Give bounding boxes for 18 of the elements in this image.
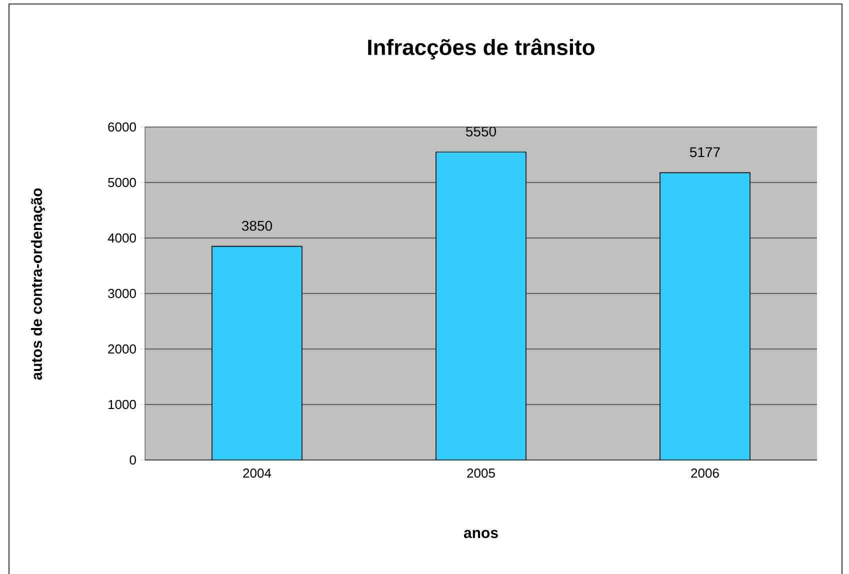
x-tick-label: 2006 bbox=[691, 468, 719, 478]
chart-title: Infracções de trânsito bbox=[368, 38, 594, 60]
y-axis-title: autos de contra-ordenação bbox=[31, 188, 45, 380]
y-tick-label: 6000 bbox=[108, 122, 136, 132]
y-tick-label: 1000 bbox=[108, 400, 136, 410]
x-tick-label: 2005 bbox=[467, 468, 495, 478]
y-tick-label: 0 bbox=[130, 455, 136, 465]
data-label: 5177 bbox=[690, 147, 720, 158]
x-tick-label: 2004 bbox=[243, 468, 272, 478]
bar bbox=[436, 152, 526, 460]
bar bbox=[212, 246, 302, 460]
y-tick-label: 4000 bbox=[108, 233, 136, 243]
bar bbox=[660, 172, 750, 460]
data-label: 3850 bbox=[242, 220, 272, 231]
x-axis-title: anos bbox=[464, 530, 498, 538]
y-tick-label: 2000 bbox=[108, 344, 136, 354]
y-tick-label: 3000 bbox=[108, 288, 136, 298]
y-tick-label: 5000 bbox=[108, 178, 136, 188]
